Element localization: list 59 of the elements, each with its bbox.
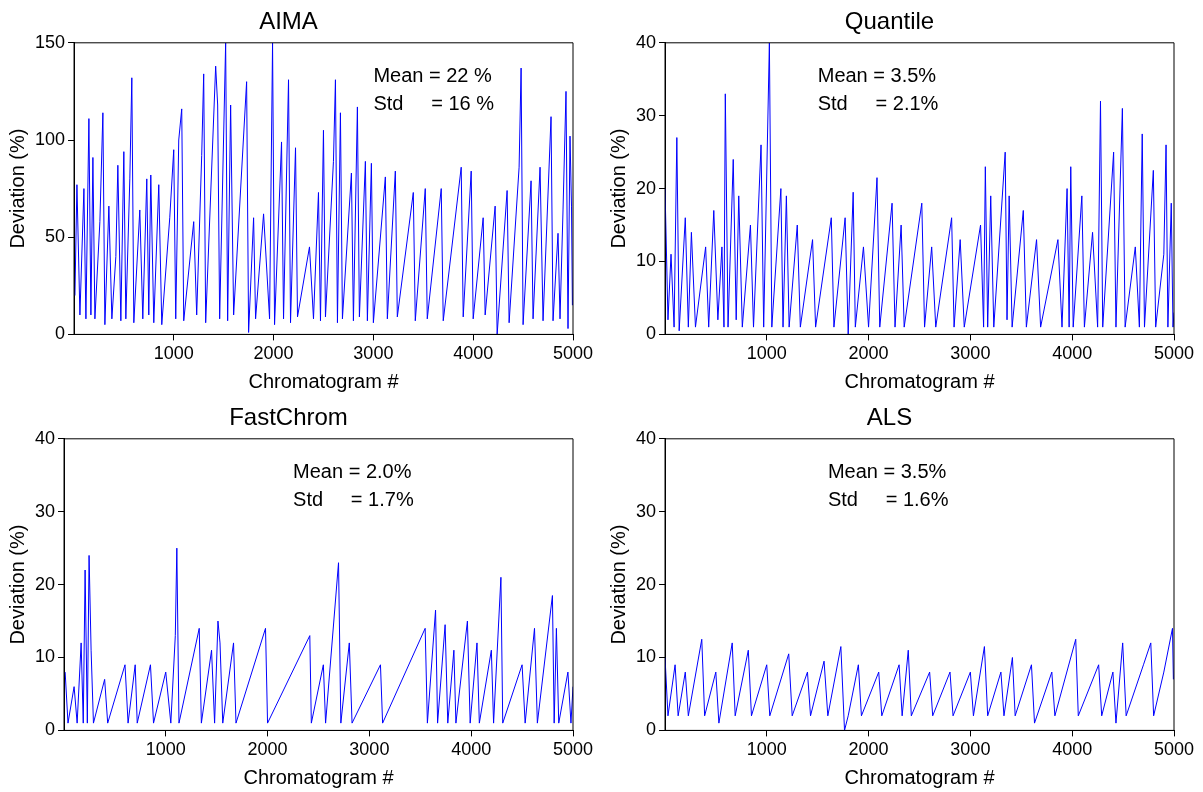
x-tick-label: 5000 xyxy=(1153,343,1195,364)
annotation: Std = 1.7% xyxy=(293,487,414,510)
y-tick-label: 20 xyxy=(635,573,657,594)
x-axis-title: Chromatogram # xyxy=(243,765,395,788)
x-tick-label: 2000 xyxy=(848,343,889,364)
x-tick-label: 1000 xyxy=(153,343,194,364)
x-tick-label: 3000 xyxy=(353,343,394,364)
y-tick-label: 10 xyxy=(635,646,657,667)
y-tick-label: 0 xyxy=(45,719,56,740)
y-axis-title: Deviation (%) xyxy=(5,128,28,249)
y-tick-label: 40 xyxy=(635,427,657,448)
x-tick-label: 5000 xyxy=(1153,739,1195,760)
annotation: Std = 2.1% xyxy=(817,91,939,114)
chart-title: Quantile xyxy=(844,7,935,35)
y-tick-label: 30 xyxy=(635,104,657,125)
y-tick-label: 100 xyxy=(34,128,66,149)
y-tick-label: 30 xyxy=(635,500,657,521)
x-tick-label: 5000 xyxy=(552,343,594,364)
x-tick-label: 2000 xyxy=(247,739,288,760)
x-tick-label: 5000 xyxy=(552,739,594,760)
x-axis-title: Chromatogram # xyxy=(248,369,400,392)
x-tick-label: 3000 xyxy=(349,739,390,760)
chart-title: ALS xyxy=(866,403,913,431)
y-tick-label: 50 xyxy=(45,226,66,247)
y-tick-label: 10 xyxy=(34,646,56,667)
annotation: Std = 16 % xyxy=(373,91,495,114)
x-axis-title: Chromatogram # xyxy=(844,765,996,788)
y-tick-label: 10 xyxy=(635,250,657,271)
chart-title: AIMA xyxy=(259,7,318,35)
x-tick-label: 2000 xyxy=(848,739,889,760)
y-tick-label: 150 xyxy=(34,31,66,52)
x-axis-title: Chromatogram # xyxy=(844,369,996,392)
x-tick-label: 1000 xyxy=(145,739,186,760)
annotation: Std = 1.6% xyxy=(827,487,949,510)
y-tick-label: 0 xyxy=(646,719,657,740)
x-tick-label: 3000 xyxy=(950,343,991,364)
y-tick-label: 40 xyxy=(635,31,657,52)
chart-title: FastChrom xyxy=(229,403,348,431)
y-tick-label: 0 xyxy=(55,323,66,344)
x-tick-label: 2000 xyxy=(253,343,294,364)
x-tick-label: 4000 xyxy=(451,739,492,760)
x-tick-label: 3000 xyxy=(950,739,991,760)
x-tick-label: 1000 xyxy=(746,739,787,760)
y-tick-label: 20 xyxy=(635,177,657,198)
x-tick-label: 4000 xyxy=(1052,343,1093,364)
annotation: Mean = 22 % xyxy=(373,63,493,86)
y-axis-title: Deviation (%) xyxy=(606,128,629,249)
y-axis-title: Deviation (%) xyxy=(5,524,28,645)
x-tick-label: 1000 xyxy=(746,343,787,364)
x-tick-label: 4000 xyxy=(453,343,494,364)
x-tick-label: 4000 xyxy=(1052,739,1093,760)
y-tick-label: 20 xyxy=(34,573,56,594)
y-tick-label: 40 xyxy=(34,427,56,448)
annotation: Mean = 3.5% xyxy=(817,63,937,86)
y-tick-label: 0 xyxy=(646,323,657,344)
y-tick-label: 30 xyxy=(34,500,56,521)
annotation: Mean = 3.5% xyxy=(827,459,947,482)
annotation: Mean = 2.0% xyxy=(293,459,412,482)
y-axis-title: Deviation (%) xyxy=(606,524,629,645)
